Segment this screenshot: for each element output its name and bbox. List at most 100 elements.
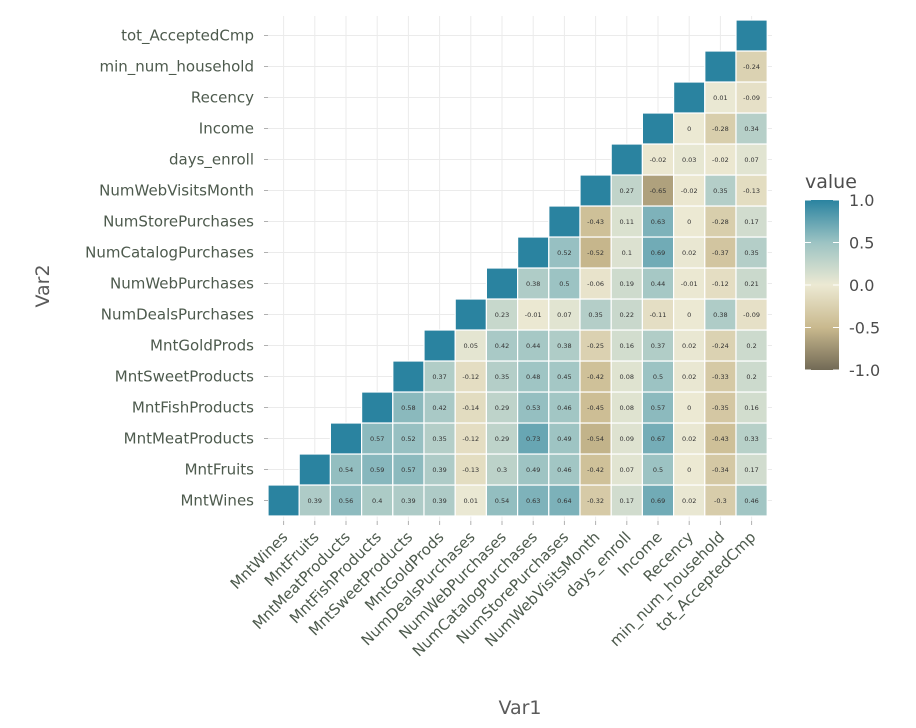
- cell-value-label: 0.2: [746, 342, 756, 350]
- heatmap-cell: [454, 298, 488, 331]
- cell-value-label: 0.57: [401, 466, 415, 474]
- cell-value-label: 0: [687, 466, 691, 474]
- cell-value-label: 0.33: [744, 435, 758, 443]
- cell-value-label: 0.08: [620, 404, 634, 412]
- y-tick-label: Recency: [191, 89, 254, 107]
- cell-value-label: 0.07: [557, 311, 571, 319]
- legend-tick-label: 0.5: [849, 234, 874, 253]
- y-tick-label: tot_AcceptedCmp: [121, 27, 254, 46]
- heatmap-cell: [329, 484, 363, 517]
- cell-value-label: 0.07: [620, 466, 634, 474]
- cell-value-label: -0.11: [650, 311, 667, 319]
- cell-value-label: -0.12: [462, 435, 479, 443]
- heatmap-cell: [485, 422, 519, 455]
- heatmap-cell: [392, 360, 425, 393]
- cell-value-label: -0.28: [712, 218, 729, 226]
- cell-value-label: 0.02: [682, 249, 696, 257]
- y-tick-label: NumStorePurchases: [103, 213, 254, 231]
- cell-value-label: -0.3: [714, 497, 727, 505]
- cell-value-label: 0.38: [713, 311, 727, 319]
- cell-value-label: 0.5: [653, 373, 663, 381]
- cell-value-label: 0.39: [401, 497, 415, 505]
- cell-value-label: 0.56: [339, 497, 353, 505]
- cell-value-label: 0.39: [432, 466, 446, 474]
- heatmap-cell: [485, 484, 519, 517]
- cell-value-label: -0.02: [712, 156, 729, 164]
- cell-value-label: 0.39: [432, 497, 446, 505]
- cell-value-label: 0.42: [432, 404, 446, 412]
- cell-value-label: 0.2: [746, 373, 756, 381]
- cell-value-label: 0.63: [526, 497, 540, 505]
- cell-value-label: 0.69: [651, 249, 665, 257]
- y-tick-label: min_num_household: [99, 58, 254, 77]
- heatmap-cell: [641, 112, 675, 145]
- heatmap-cell: [704, 267, 737, 300]
- cell-value-label: -0.37: [712, 249, 729, 257]
- heatmap-cell: [548, 453, 581, 486]
- cell-value-label: 0.35: [744, 249, 758, 257]
- cell-value-label: 0.48: [526, 373, 540, 381]
- heatmap-cell: [735, 453, 768, 486]
- heatmap-cell: [516, 236, 550, 269]
- cell-value-label: -0.01: [681, 280, 698, 288]
- cell-value-label: -0.42: [587, 466, 604, 474]
- heatmap-cell: [641, 205, 675, 238]
- y-tick-label: MntGoldProds: [150, 337, 254, 355]
- cell-value-label: 0.02: [682, 497, 696, 505]
- cell-value-label: -0.02: [650, 156, 667, 164]
- cell-value-label: 0.17: [620, 497, 634, 505]
- y-tick-labels: MntWines MntFruits MntMeatProducts MntFishP…: [85, 27, 268, 510]
- cell-value-label: -0.34: [712, 466, 729, 474]
- cell-value-label: 0.35: [432, 435, 446, 443]
- heatmap-cell: [454, 360, 488, 393]
- cell-value-label: 0.21: [744, 280, 758, 288]
- cell-value-label: 0.29: [495, 404, 509, 412]
- cell-value-label: 0: [687, 125, 691, 133]
- legend-tick-label: 1.0: [849, 191, 874, 210]
- heatmap-cell: [516, 391, 550, 424]
- y-tick-label: MntFruits: [185, 461, 255, 479]
- cell-value-label: -0.13: [462, 466, 479, 474]
- cell-value-label: -0.43: [587, 218, 604, 226]
- heatmap-cell: [735, 174, 768, 207]
- cell-value-label: -0.42: [587, 373, 604, 381]
- cell-value-label: 0.3: [497, 466, 507, 474]
- heatmap-cell: [735, 484, 768, 517]
- heatmap-cell: [610, 453, 644, 486]
- heatmap-cell: [610, 174, 644, 207]
- heatmap-cell: [704, 205, 737, 238]
- cell-value-label: 0.35: [495, 373, 509, 381]
- cell-value-label: 0.35: [588, 311, 602, 319]
- heatmap-cell: [610, 360, 644, 393]
- heatmap-cell: [485, 391, 519, 424]
- cell-value-label: -0.12: [462, 373, 479, 381]
- heatmap-cell: [516, 484, 550, 517]
- heatmap-cell: [735, 391, 768, 424]
- heatmap-cell: [641, 453, 675, 486]
- cell-value-label: 0.44: [651, 280, 665, 288]
- cell-value-label: 0.54: [495, 497, 509, 505]
- y-tick-label: MntMeatProducts: [124, 430, 255, 448]
- heatmap-cell: [610, 267, 644, 300]
- cell-value-label: 0.35: [713, 187, 727, 195]
- heatmap-cell: [392, 484, 425, 517]
- cell-value-label: 0.17: [744, 218, 758, 226]
- cell-value-label: -0.52: [587, 249, 604, 257]
- y-tick-label: NumWebVisitsMonth: [99, 182, 254, 200]
- cell-value-label: -0.25: [587, 342, 604, 350]
- cell-value-label: 0.34: [744, 125, 758, 133]
- cell-value-label: 0.73: [526, 435, 540, 443]
- y-tick-label: MntSweetProducts: [115, 368, 254, 386]
- heatmap-cell: [423, 329, 456, 362]
- heatmap-cell: [454, 329, 488, 362]
- cell-value-label: -0.12: [712, 280, 729, 288]
- cell-value-label: 0.5: [559, 280, 569, 288]
- cell-value-label: 0.27: [620, 187, 634, 195]
- heatmap-cell: [641, 236, 675, 269]
- cell-value-label: -0.24: [743, 63, 760, 71]
- heatmap-cell: [735, 205, 768, 238]
- heatmap-cell: [672, 143, 706, 176]
- cell-value-label: -0.65: [650, 187, 667, 195]
- heatmap-cell: [361, 391, 394, 424]
